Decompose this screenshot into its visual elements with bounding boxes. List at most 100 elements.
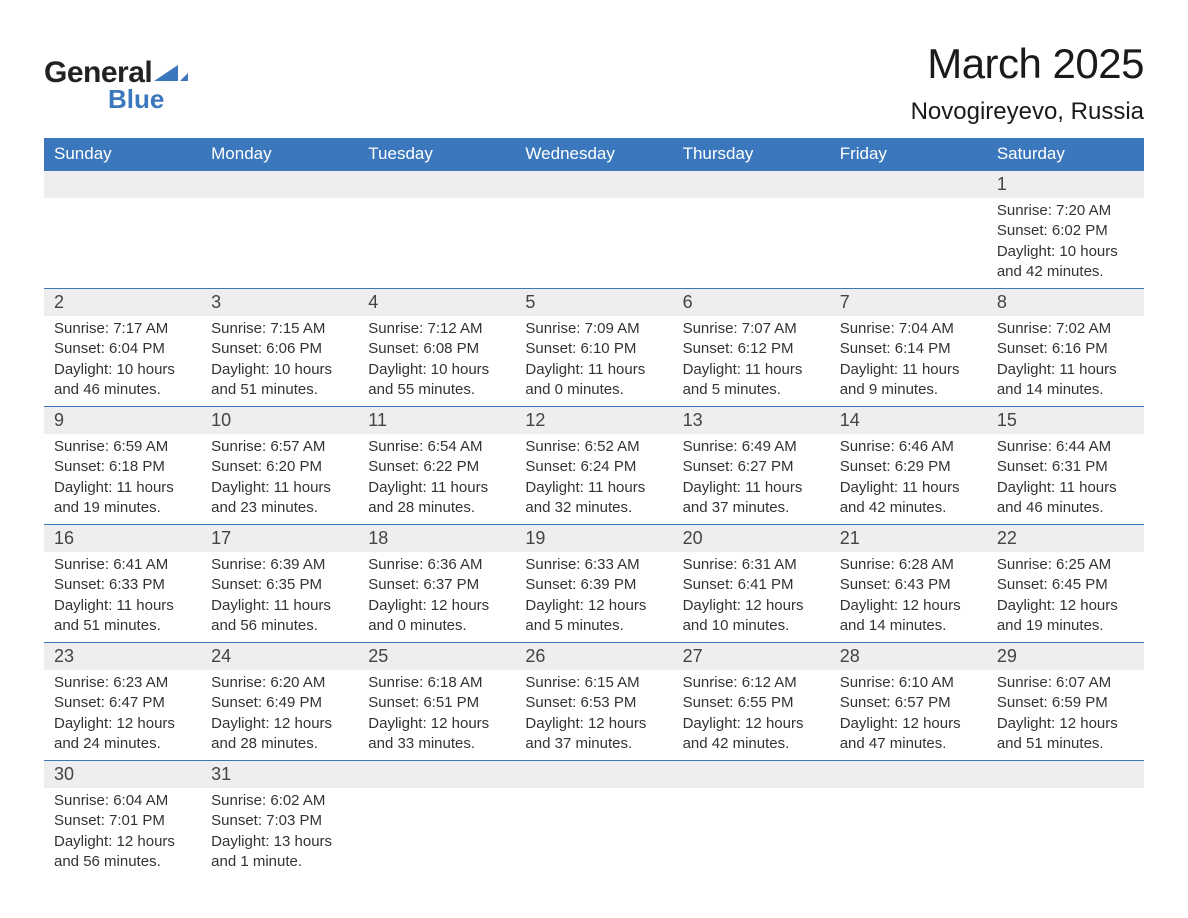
day-sunset: Sunset: 6:59 PM <box>997 693 1134 713</box>
day-daylight2: and 14 minutes. <box>840 616 977 636</box>
day-sunset: Sunset: 6:29 PM <box>840 457 977 477</box>
day-sunrise: Sunrise: 7:04 AM <box>840 319 977 339</box>
day-daylight2: and 1 minute. <box>211 852 348 872</box>
day-daylight2: and 46 minutes. <box>997 498 1134 518</box>
day-number: 17 <box>201 525 358 552</box>
day-sunset: Sunset: 6:18 PM <box>54 457 191 477</box>
day-sunset: Sunset: 6:16 PM <box>997 339 1134 359</box>
day-sunrise: Sunrise: 7:07 AM <box>683 319 820 339</box>
logo-text-blue: Blue <box>108 84 188 115</box>
day-sunrise: Sunrise: 6:23 AM <box>54 673 191 693</box>
day-number: 18 <box>358 525 515 552</box>
day-daylight2: and 37 minutes. <box>525 734 662 754</box>
day-number-cell: 20 <box>673 525 830 553</box>
day-detail-cell: Sunrise: 6:33 AMSunset: 6:39 PMDaylight:… <box>515 552 672 643</box>
day-daylight2: and 28 minutes. <box>368 498 505 518</box>
calendar-week-details: Sunrise: 7:17 AMSunset: 6:04 PMDaylight:… <box>44 316 1144 407</box>
day-sunset: Sunset: 6:45 PM <box>997 575 1134 595</box>
day-number-cell: 27 <box>673 643 830 671</box>
weekday-header-row: Sunday Monday Tuesday Wednesday Thursday… <box>44 138 1144 171</box>
day-number: 22 <box>987 525 1144 552</box>
day-sunrise: Sunrise: 6:10 AM <box>840 673 977 693</box>
day-number-cell: 18 <box>358 525 515 553</box>
day-number: 5 <box>515 289 672 316</box>
day-number-cell: 3 <box>201 289 358 317</box>
day-daylight1: Daylight: 12 hours <box>683 596 820 616</box>
day-detail-cell: Sunrise: 7:12 AMSunset: 6:08 PMDaylight:… <box>358 316 515 407</box>
day-sunrise: Sunrise: 6:12 AM <box>683 673 820 693</box>
day-detail-cell: Sunrise: 6:12 AMSunset: 6:55 PMDaylight:… <box>673 670 830 761</box>
day-sunset: Sunset: 7:01 PM <box>54 811 191 831</box>
day-detail-cell: Sunrise: 6:04 AMSunset: 7:01 PMDaylight:… <box>44 788 201 878</box>
day-number-cell <box>987 761 1144 789</box>
day-sunset: Sunset: 6:22 PM <box>368 457 505 477</box>
day-sunset: Sunset: 6:04 PM <box>54 339 191 359</box>
day-daylight1: Daylight: 11 hours <box>525 478 662 498</box>
day-daylight1: Daylight: 12 hours <box>525 596 662 616</box>
day-daylight1: Daylight: 11 hours <box>54 596 191 616</box>
day-number-cell: 16 <box>44 525 201 553</box>
day-sunrise: Sunrise: 6:28 AM <box>840 555 977 575</box>
day-sunset: Sunset: 6:43 PM <box>840 575 977 595</box>
day-number: 11 <box>358 407 515 434</box>
day-daylight1: Daylight: 10 hours <box>54 360 191 380</box>
day-number-cell: 25 <box>358 643 515 671</box>
day-sunset: Sunset: 6:14 PM <box>840 339 977 359</box>
day-number-cell <box>830 761 987 789</box>
day-number: 26 <box>515 643 672 670</box>
day-detail-cell: Sunrise: 7:09 AMSunset: 6:10 PMDaylight:… <box>515 316 672 407</box>
day-number-cell: 9 <box>44 407 201 435</box>
day-number: 29 <box>987 643 1144 670</box>
day-sunrise: Sunrise: 6:31 AM <box>683 555 820 575</box>
day-detail-cell: Sunrise: 6:39 AMSunset: 6:35 PMDaylight:… <box>201 552 358 643</box>
day-sunset: Sunset: 6:27 PM <box>683 457 820 477</box>
day-sunrise: Sunrise: 6:46 AM <box>840 437 977 457</box>
day-daylight2: and 51 minutes. <box>997 734 1134 754</box>
day-daylight1: Daylight: 12 hours <box>997 596 1134 616</box>
weekday-header: Sunday <box>44 138 201 171</box>
day-daylight2: and 14 minutes. <box>997 380 1134 400</box>
day-daylight1: Daylight: 12 hours <box>997 714 1134 734</box>
day-daylight2: and 55 minutes. <box>368 380 505 400</box>
day-sunset: Sunset: 7:03 PM <box>211 811 348 831</box>
day-sunset: Sunset: 6:37 PM <box>368 575 505 595</box>
day-number: 1 <box>987 171 1144 198</box>
day-detail-cell: Sunrise: 6:28 AMSunset: 6:43 PMDaylight:… <box>830 552 987 643</box>
day-number-cell: 30 <box>44 761 201 789</box>
day-daylight1: Daylight: 12 hours <box>54 714 191 734</box>
day-number: 31 <box>201 761 358 788</box>
day-detail-cell: Sunrise: 6:25 AMSunset: 6:45 PMDaylight:… <box>987 552 1144 643</box>
day-number-cell: 1 <box>987 171 1144 199</box>
day-daylight1: Daylight: 11 hours <box>840 360 977 380</box>
day-daylight1: Daylight: 11 hours <box>368 478 505 498</box>
day-sunset: Sunset: 6:57 PM <box>840 693 977 713</box>
day-sunset: Sunset: 6:51 PM <box>368 693 505 713</box>
day-sunrise: Sunrise: 6:49 AM <box>683 437 820 457</box>
day-daylight1: Daylight: 11 hours <box>525 360 662 380</box>
day-sunrise: Sunrise: 6:57 AM <box>211 437 348 457</box>
weekday-header: Friday <box>830 138 987 171</box>
day-sunset: Sunset: 6:53 PM <box>525 693 662 713</box>
day-daylight1: Daylight: 12 hours <box>368 714 505 734</box>
day-sunrise: Sunrise: 6:07 AM <box>997 673 1134 693</box>
day-detail-cell: Sunrise: 7:17 AMSunset: 6:04 PMDaylight:… <box>44 316 201 407</box>
day-sunrise: Sunrise: 7:20 AM <box>997 201 1134 221</box>
day-number: 30 <box>44 761 201 788</box>
day-number-cell: 5 <box>515 289 672 317</box>
day-detail-cell <box>358 788 515 878</box>
day-detail-cell: Sunrise: 6:31 AMSunset: 6:41 PMDaylight:… <box>673 552 830 643</box>
day-daylight2: and 51 minutes. <box>54 616 191 636</box>
calendar-table: Sunday Monday Tuesday Wednesday Thursday… <box>44 138 1144 878</box>
day-number: 27 <box>673 643 830 670</box>
day-daylight2: and 37 minutes. <box>683 498 820 518</box>
day-number-cell: 14 <box>830 407 987 435</box>
day-sunset: Sunset: 6:47 PM <box>54 693 191 713</box>
weekday-header: Wednesday <box>515 138 672 171</box>
day-detail-cell: Sunrise: 7:02 AMSunset: 6:16 PMDaylight:… <box>987 316 1144 407</box>
brand-logo: General Blue <box>44 56 188 115</box>
day-sunrise: Sunrise: 6:18 AM <box>368 673 505 693</box>
day-daylight1: Daylight: 12 hours <box>211 714 348 734</box>
day-daylight1: Daylight: 13 hours <box>211 832 348 852</box>
day-number-cell: 17 <box>201 525 358 553</box>
day-daylight2: and 24 minutes. <box>54 734 191 754</box>
